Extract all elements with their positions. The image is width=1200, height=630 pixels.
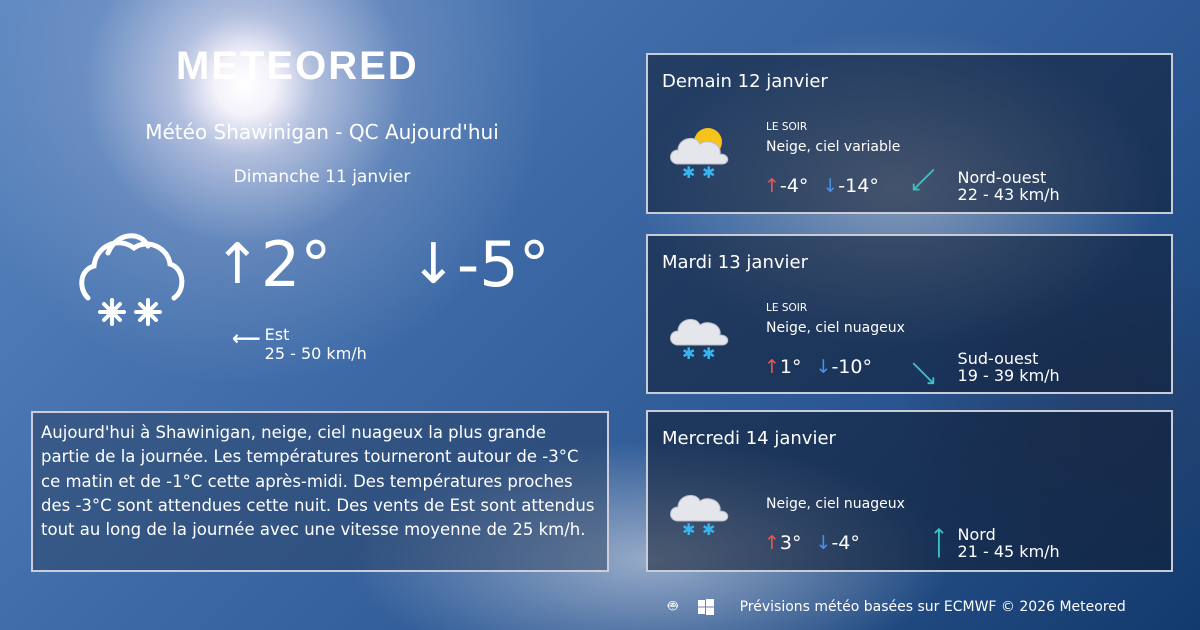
forecast-min: -4° (831, 532, 860, 554)
forecast-max: 1° (779, 356, 802, 378)
snow-cloud-icon: ✱ ✱ (670, 318, 729, 363)
wind-direction-icon: ⟵ (925, 527, 951, 559)
svg-text:✱: ✱ (682, 163, 695, 182)
forecast-max: -4° (779, 175, 809, 197)
android-icon[interactable]: 🤖︎ (668, 596, 678, 615)
forecast-wind-speed: 21 - 45 km/h (957, 542, 1060, 561)
forecast-wind-speed: 19 - 39 km/h (957, 366, 1060, 385)
page-title: Météo Shawinigan - QC Aujourd'hui (145, 120, 499, 144)
forecast-day: Mercredi 14 janvier (662, 428, 836, 449)
forecast-day: Demain 12 janvier (662, 71, 828, 92)
svg-text:✱: ✱ (702, 163, 715, 182)
forecast-max: 3° (779, 532, 802, 554)
forecast-card[interactable]: Demain 12 janvier ✱ ✱ LE SOIR Neige, ciel… (646, 53, 1173, 214)
forecast-condition: Neige, ciel variable (766, 139, 901, 155)
forecast-description: Aujourd'hui à Shawinigan, neige, ciel nu… (31, 411, 609, 572)
today-wind: ⟵ Est 25 - 50 km/h (232, 325, 367, 363)
min-temp: ↓ -5° (410, 228, 550, 301)
wind-arrow-icon: ⟵ (232, 326, 261, 350)
svg-text:✱: ✱ (702, 520, 715, 539)
snow-sun-cloud-icon: ✱ ✱ (670, 128, 729, 182)
arrow-down-icon: ↓ (822, 175, 839, 197)
forecast-card[interactable]: Mercredi 14 janvier ✱ ✱ Neige, ciel nuage… (646, 410, 1173, 572)
forecast-condition: Neige, ciel nuageux (766, 496, 905, 512)
forecast-wind-dir: Sud-ouest (957, 349, 1039, 368)
arrow-down-icon: ↓ (410, 232, 457, 297)
svg-text:✱: ✱ (702, 344, 715, 363)
wind-direction-icon: ⟵ (903, 159, 944, 200)
footer-text: Prévisions météo basées sur ECMWF © 2026… (739, 599, 1126, 615)
arrow-up-icon: ↑ (764, 532, 780, 554)
snow-cloud-icon (79, 233, 185, 326)
forecast-period: LE SOIR (766, 302, 808, 314)
arrow-down-icon: ↓ (815, 532, 832, 554)
forecast-card[interactable]: Mardi 13 janvier ✱ ✱ LE SOIR Neige, ciel … (646, 234, 1173, 394)
arrow-up-icon: ↑ (214, 232, 261, 297)
forecast-condition: Neige, ciel nuageux (766, 320, 905, 336)
meteored-logo[interactable]: METEORED (176, 44, 419, 88)
forecast-min: -10° (831, 356, 872, 378)
max-temp: ↑ 2° (214, 228, 332, 301)
forecast-period: LE SOIR (766, 121, 808, 133)
forecast-wind-dir: Nord (957, 525, 996, 544)
arrow-up-icon: ↑ (764, 175, 780, 197)
forecast-day: Mardi 13 janvier (662, 252, 808, 273)
forecast-wind-speed: 22 - 43 km/h (957, 185, 1060, 204)
snow-cloud-icon: ✱ ✱ (670, 494, 729, 539)
arrow-down-icon: ↓ (815, 356, 832, 378)
current-date: Dimanche 11 janvier (233, 167, 411, 187)
svg-text:✱: ✱ (682, 344, 695, 363)
footer: 🤖︎ Prévisions météo basées sur ECMWF © 2… (668, 596, 1126, 618)
svg-text:✱: ✱ (682, 520, 695, 539)
wind-direction-icon: ⟵ (903, 353, 944, 394)
forecast-wind-dir: Nord-ouest (957, 168, 1047, 187)
arrow-up-icon: ↑ (764, 356, 780, 378)
forecast-min: -14° (838, 175, 879, 197)
windows-icon[interactable] (697, 599, 714, 615)
